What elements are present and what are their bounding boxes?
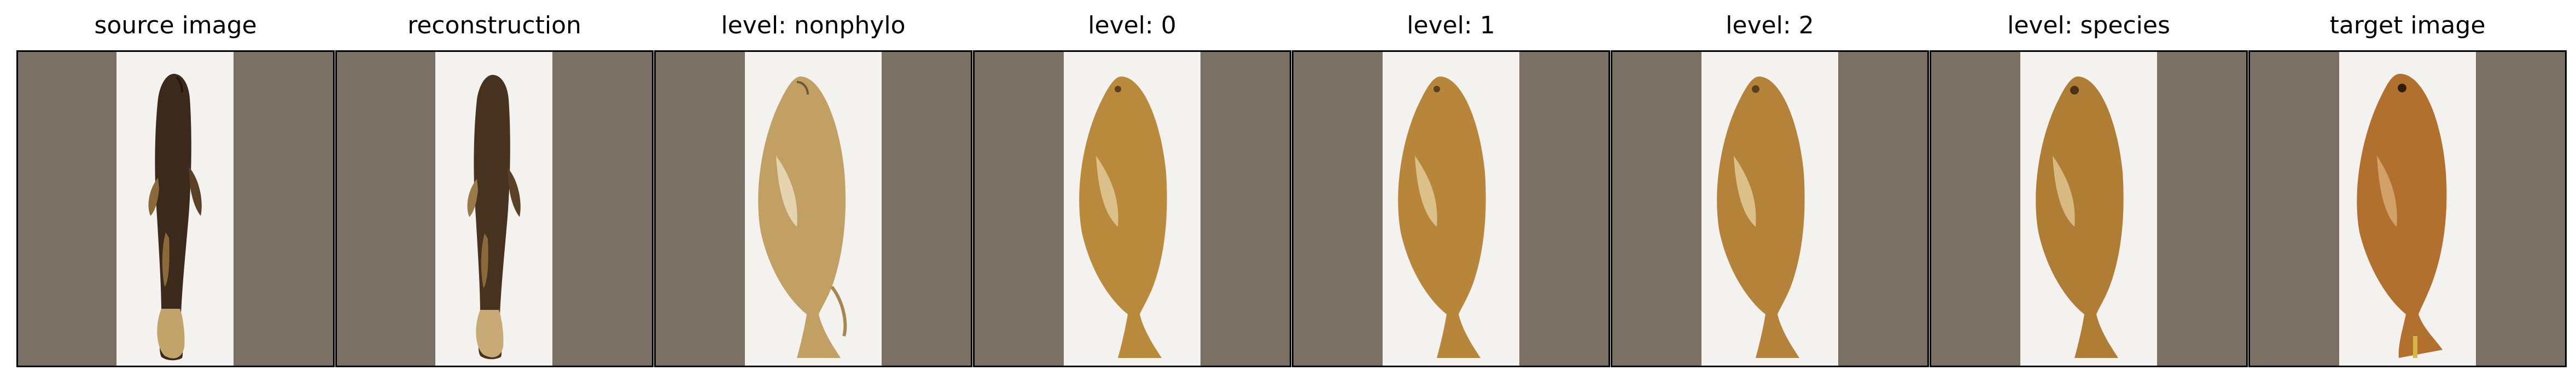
level-2-image xyxy=(1701,52,1838,366)
panel-level-nonphylo: level: nonphylo xyxy=(654,0,972,382)
level-1-image xyxy=(1383,52,1519,366)
panel-level-species: level: species xyxy=(1930,0,2248,382)
image-frame xyxy=(335,50,654,367)
image-frame xyxy=(1611,50,1929,367)
panel-title: level: 2 xyxy=(1726,11,1814,39)
panel-target-image: target image xyxy=(2248,0,2567,382)
image-frame xyxy=(1292,50,1610,367)
panel-title: level: 1 xyxy=(1407,11,1495,39)
source-image xyxy=(116,52,234,366)
image-frame xyxy=(16,50,335,367)
reconstruction-image xyxy=(435,52,552,366)
level-0-image xyxy=(1064,52,1200,366)
panel-title: reconstruction xyxy=(407,11,581,39)
level-nonphylo-image xyxy=(745,52,882,366)
panel-level-1: level: 1 xyxy=(1292,0,1610,382)
panel-title: level: 0 xyxy=(1088,11,1176,39)
panel-source-image: source image xyxy=(16,0,335,382)
image-frame xyxy=(654,50,972,367)
panel-title: source image xyxy=(94,11,257,39)
panel-level-0: level: 0 xyxy=(973,0,1291,382)
panel-reconstruction: reconstruction xyxy=(335,0,654,382)
target-image xyxy=(2339,52,2476,366)
panel-level-2: level: 2 xyxy=(1611,0,1929,382)
level-species-image xyxy=(2020,52,2157,366)
image-frame xyxy=(973,50,1291,367)
panel-title: target image xyxy=(2329,11,2486,39)
panel-title: level: species xyxy=(2007,11,2170,39)
image-frame xyxy=(1930,50,2248,367)
image-frame xyxy=(2248,50,2567,367)
panel-title: level: nonphylo xyxy=(721,11,906,39)
